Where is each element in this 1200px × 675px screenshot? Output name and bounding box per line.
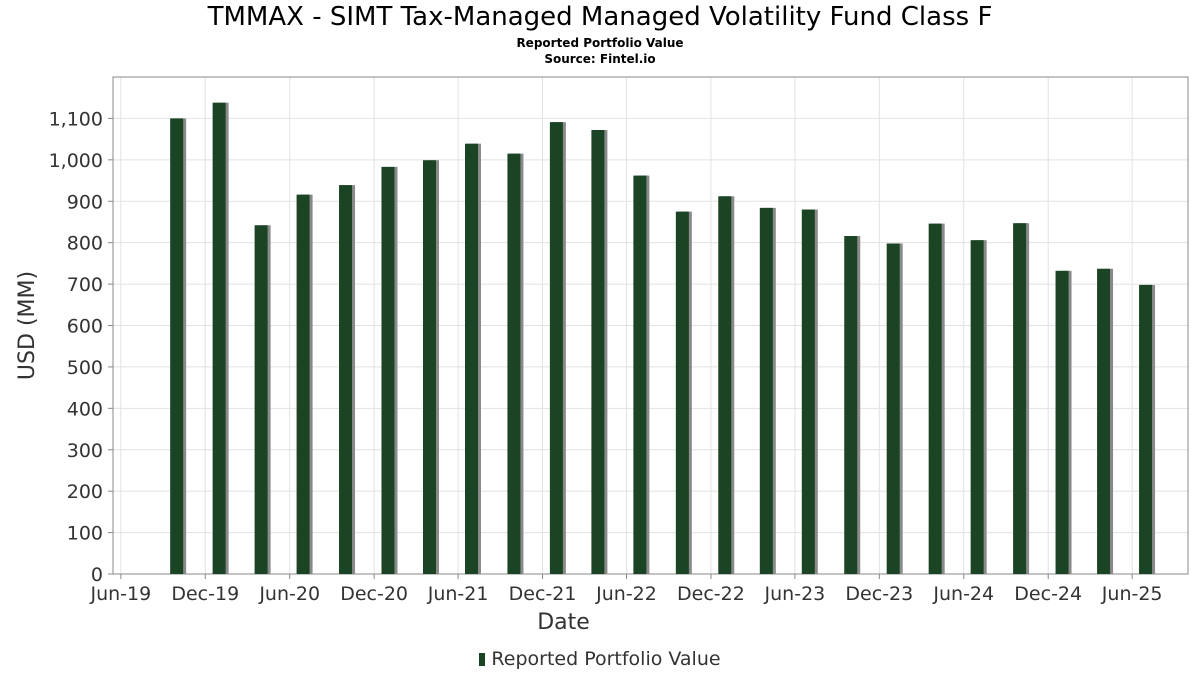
x-tick-label: Jun-23 xyxy=(764,583,826,605)
x-tick-label: Jun-24 xyxy=(932,583,994,605)
x-tick-label: Dec-19 xyxy=(171,583,239,605)
bar xyxy=(718,196,735,574)
bar-fill xyxy=(970,240,984,574)
bar-fill xyxy=(633,175,647,575)
x-axis: Jun-19 Dec-19 Jun-20 Dec-20 Jun-21 Dec-21 Jun-… xyxy=(89,574,1163,605)
chart-source: Source: Fintel.io xyxy=(544,52,656,66)
bar-fill xyxy=(212,102,226,574)
x-tick-label: Jun-25 xyxy=(1101,583,1163,605)
x-tick-label: Jun-22 xyxy=(595,583,657,605)
bar-fill xyxy=(844,236,858,575)
bar-fill xyxy=(507,153,521,574)
x-tick-label: Dec-20 xyxy=(340,583,408,605)
y-tick-label: 1,000 xyxy=(49,150,103,172)
bar-fill xyxy=(801,209,815,575)
bar-fill xyxy=(381,166,395,575)
bar xyxy=(1097,268,1114,574)
bar-fill xyxy=(254,225,268,574)
y-tick-label: 200 xyxy=(67,481,103,503)
bar xyxy=(464,143,481,574)
y-tick-label: 900 xyxy=(67,191,103,213)
y-tick-label: 0 xyxy=(91,564,103,586)
bar xyxy=(254,225,271,574)
y-tick-label: 100 xyxy=(67,523,103,545)
bar xyxy=(381,166,398,575)
x-tick-label: Jun-21 xyxy=(427,583,489,605)
bars xyxy=(170,102,1156,575)
bar-fill xyxy=(549,122,563,574)
y-tick-label: 800 xyxy=(67,233,103,255)
y-tick-label: 700 xyxy=(67,274,103,296)
y-tick-label: 300 xyxy=(67,440,103,462)
y-tick-label: 1,100 xyxy=(49,108,103,130)
bar xyxy=(212,102,229,574)
bar xyxy=(339,185,356,574)
bar-fill xyxy=(339,185,353,574)
bar xyxy=(886,243,903,574)
bar-fill xyxy=(886,243,900,574)
bar-chart: 0 100 200 300 400 500 600 700 800 900 1,000 1,100 J… xyxy=(15,76,1189,635)
bar-fill xyxy=(759,207,773,575)
bar-fill xyxy=(928,223,942,575)
gridlines xyxy=(113,77,1188,575)
bar-fill xyxy=(464,143,478,574)
x-tick-label: Jun-19 xyxy=(89,583,151,605)
bar xyxy=(1139,284,1156,574)
x-axis-title: Date xyxy=(537,610,590,635)
bar xyxy=(759,207,776,575)
bar xyxy=(423,160,440,574)
x-tick-label: Dec-23 xyxy=(845,583,913,605)
legend-swatch xyxy=(479,653,486,666)
bar-fill xyxy=(718,196,732,574)
y-axis: 0 100 200 300 400 500 600 700 800 900 1,000 1,100 xyxy=(49,108,113,586)
chart-title: TMMAX - SIMT Tax-Managed Managed Volatil… xyxy=(207,2,993,32)
bar xyxy=(801,209,818,575)
bar xyxy=(507,153,524,574)
bar xyxy=(633,175,650,575)
chart-subtitle: Reported Portfolio Value xyxy=(516,36,684,50)
bar-fill xyxy=(423,160,437,574)
bar xyxy=(1055,270,1072,574)
legend-label: Reported Portfolio Value xyxy=(491,648,721,670)
x-tick-label: Jun-20 xyxy=(258,583,320,605)
bar-fill xyxy=(1097,268,1111,574)
bar-fill xyxy=(1055,270,1069,574)
bar xyxy=(844,236,861,575)
bar-fill xyxy=(170,118,184,575)
bar xyxy=(970,240,987,574)
legend: Reported Portfolio Value xyxy=(0,648,1200,670)
y-axis-title: USD (MM) xyxy=(15,271,40,380)
bar xyxy=(928,223,945,575)
bar xyxy=(170,118,187,575)
y-tick-label: 400 xyxy=(67,398,103,420)
bar xyxy=(591,130,608,574)
y-tick-label: 600 xyxy=(67,316,103,338)
bar xyxy=(675,211,692,574)
bar-fill xyxy=(675,211,689,574)
bar-fill xyxy=(591,130,605,574)
bar-fill xyxy=(296,194,310,574)
y-tick-label: 500 xyxy=(67,357,103,379)
bar xyxy=(296,194,313,574)
bar-fill xyxy=(1139,284,1153,574)
x-tick-label: Dec-24 xyxy=(1014,583,1082,605)
x-tick-label: Dec-22 xyxy=(677,583,745,605)
bar-fill xyxy=(1013,223,1027,574)
bar xyxy=(549,122,566,574)
bar xyxy=(1013,223,1030,574)
x-tick-label: Dec-21 xyxy=(509,583,577,605)
